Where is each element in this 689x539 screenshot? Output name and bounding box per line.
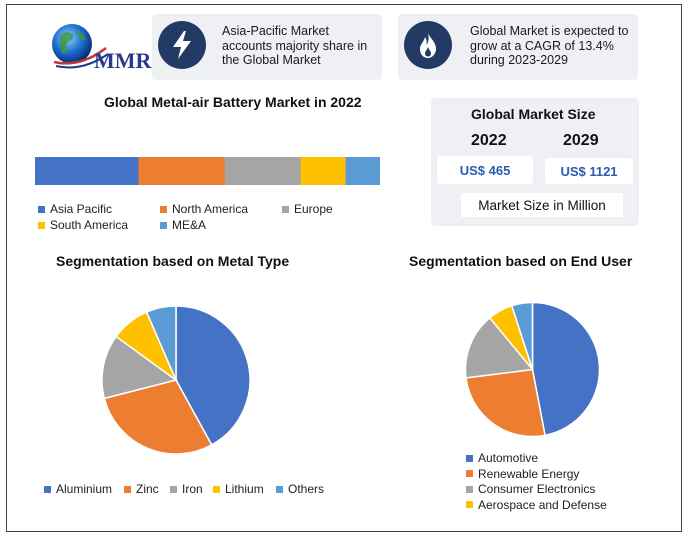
pie-slice-slice-4 xyxy=(510,301,534,370)
legend-label: ME&A xyxy=(172,218,207,232)
metal-type-pie-chart xyxy=(101,305,251,455)
legend-label: South America xyxy=(50,218,129,232)
globe-icon xyxy=(52,24,109,69)
legend-swatch xyxy=(466,485,473,493)
end-user-pie-chart xyxy=(464,301,601,438)
pie-slice-iron xyxy=(101,335,178,400)
pie-slice-aluminium xyxy=(175,305,251,446)
info-card-cagr: Global Market is expected to grow at a C… xyxy=(398,14,638,80)
legend-swatch xyxy=(213,485,220,493)
legend-swatch xyxy=(160,221,167,229)
legend-swatch xyxy=(38,221,45,229)
mmr-logo: MMR xyxy=(48,22,152,74)
legend-item-consumer-electronics: Consumer Electronics xyxy=(466,482,595,496)
pie-slice-zinc xyxy=(103,379,213,455)
legend-label: Renewable Energy xyxy=(478,466,580,481)
legend-swatch xyxy=(170,485,177,493)
legend-label: Iron xyxy=(182,482,203,496)
legend-item-iron: Iron xyxy=(170,482,203,496)
legend-swatch xyxy=(282,205,289,213)
end-user-title: Segmentation based on End User xyxy=(409,253,633,269)
legend-item-europe: Europe xyxy=(282,202,333,216)
value-2029: US$ 1121 xyxy=(545,158,633,184)
legend-swatch xyxy=(466,454,473,462)
legend-label: Aluminium xyxy=(56,482,113,496)
pie-slice-automotive xyxy=(531,301,601,437)
lightning-icon xyxy=(173,31,191,59)
legend-label: Asia Pacific xyxy=(50,202,113,216)
bar-chart-title: Global Metal-air Battery Market in 2022 xyxy=(104,94,362,110)
legend-swatch xyxy=(38,205,45,213)
info-card-asia-pacific: Asia-Pacific Market accounts majority sh… xyxy=(152,14,382,80)
legend-item-north-america: North America xyxy=(160,202,248,216)
legend-item-automotive: Automotive xyxy=(466,451,538,465)
bar-segment-south-america xyxy=(300,157,346,185)
pie-slice-consumer-electronics xyxy=(464,316,534,379)
pie-slice-renewable-energy xyxy=(465,368,546,438)
legend-item-aluminium: Aluminium xyxy=(44,482,112,496)
bar-segment-europe xyxy=(224,157,302,185)
card-text: Global Market is expected to grow at a C… xyxy=(470,24,629,67)
pie-slice-others xyxy=(145,305,177,381)
metal-type-title: Segmentation based on Metal Type xyxy=(56,253,290,269)
year-2022: 2022 xyxy=(471,132,507,149)
card-icon-circle xyxy=(404,21,452,69)
legend-item-asia-pacific: Asia Pacific xyxy=(38,202,112,216)
legend-swatch xyxy=(124,485,131,493)
legend-swatch xyxy=(160,205,167,213)
legend-label: Aerospace and Defense xyxy=(478,497,607,512)
market-size-unit: Market Size in Million xyxy=(461,193,623,217)
legend-item-others: Others xyxy=(276,482,324,496)
legend-label: North America xyxy=(172,202,249,216)
card-text: Asia-Pacific Market accounts majority sh… xyxy=(222,24,368,67)
market-size-title: Global Market Size xyxy=(471,106,596,122)
year-2029: 2029 xyxy=(563,132,599,149)
value-2022: US$ 465 xyxy=(437,156,533,184)
legend-item-south-america: South America xyxy=(38,218,128,232)
legend-label: Europe xyxy=(294,202,333,216)
stacked-bar-chart xyxy=(35,157,380,185)
legend-swatch xyxy=(276,485,283,493)
flame-icon xyxy=(420,32,436,58)
legend-label: Consumer Electronics xyxy=(478,482,596,496)
legend-item-renewable-energy: Renewable Energy xyxy=(466,467,579,481)
bar-segment-me-a xyxy=(345,157,380,185)
logo-text: MMR xyxy=(94,48,152,73)
legend-label: Lithium xyxy=(225,482,264,496)
legend-label: Automotive xyxy=(478,451,539,465)
legend-item-zinc: Zinc xyxy=(124,482,159,496)
infographic-frame xyxy=(6,4,682,532)
legend-swatch xyxy=(466,470,473,477)
bar-segment-asia-pacific xyxy=(35,157,139,185)
legend-label: Zinc xyxy=(136,482,159,496)
card-icon-circle xyxy=(158,21,206,69)
legend-item-me-a: ME&A xyxy=(160,218,206,232)
legend-swatch xyxy=(44,485,51,493)
market-size-panel: Global Market Size 2022 2029 US$ 465 US$… xyxy=(431,98,639,226)
legend-item-lithium: Lithium xyxy=(213,482,264,496)
legend-item-aerospace-and-defense: Aerospace and Defense xyxy=(466,498,607,512)
legend-swatch xyxy=(466,501,473,508)
legend-label: Others xyxy=(288,482,325,496)
bar-segment-north-america xyxy=(138,157,226,185)
